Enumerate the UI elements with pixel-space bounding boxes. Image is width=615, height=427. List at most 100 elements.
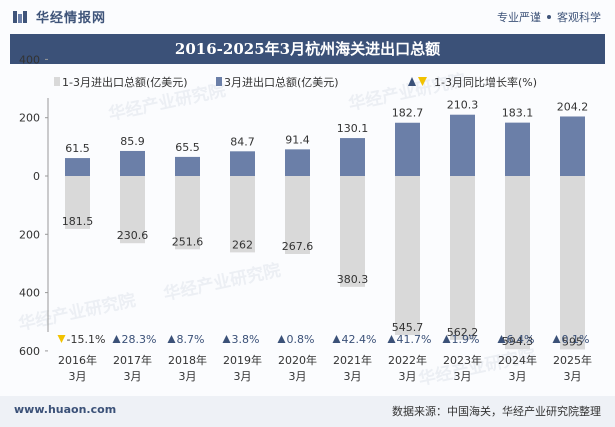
legend-up-triangle-icon xyxy=(408,77,416,86)
legend-label-growth-rate: 1-3月同比增长率(%) xyxy=(434,75,537,89)
legend-down-triangle-icon xyxy=(418,77,427,86)
x-category-year: 2018年 xyxy=(168,353,207,367)
growth-up-triangle-icon xyxy=(497,335,506,343)
growth-up-triangle-icon xyxy=(442,335,451,343)
bar-march-total xyxy=(450,114,475,176)
data-label-march-total: 130.1 xyxy=(337,122,369,135)
bar-q1-total xyxy=(120,176,145,244)
x-category-month: 3月 xyxy=(234,370,252,383)
chart-title-bar: 2016-2025年3月杭州海关进出口总额 xyxy=(10,34,605,64)
y-tick-label: 200 xyxy=(19,228,40,241)
bar-march-total xyxy=(560,116,585,176)
y-tick-label: 400 xyxy=(19,53,40,66)
data-label-q1-total: 595 xyxy=(562,335,583,348)
x-category-year: 2023年 xyxy=(443,353,482,367)
chart-svg: 华经产业研究院华经产业研究院华经产业研究院华经产业研究院华经产业研究院40020… xyxy=(17,53,592,390)
brand[interactable]: 华经情报网 xyxy=(12,7,106,26)
bar-q1-total xyxy=(340,176,365,287)
data-label-march-total: 182.7 xyxy=(392,107,424,120)
bar-q1-total xyxy=(285,176,310,255)
data-label-q1-total: 267.6 xyxy=(282,240,314,253)
x-category-month: 3月 xyxy=(69,370,87,383)
x-category-month: 3月 xyxy=(399,370,417,383)
bar-march-total xyxy=(120,150,145,176)
y-tick-label: 0 xyxy=(33,170,40,183)
data-label-march-total: 85.9 xyxy=(120,135,145,148)
x-category-month: 3月 xyxy=(564,370,582,383)
data-label-march-total: 204.2 xyxy=(557,100,589,113)
growth-down-triangle-icon xyxy=(57,335,66,343)
y-tick-label: 600 xyxy=(19,345,40,358)
data-label-march-total: 84.7 xyxy=(230,135,255,148)
x-category-month: 3月 xyxy=(179,370,197,383)
slogan-right: 客观科学 xyxy=(557,11,601,24)
data-label-march-total: 91.4 xyxy=(285,133,310,146)
x-category-year: 2025年 xyxy=(553,353,592,367)
growth-rate-label: 41.7% xyxy=(397,333,432,346)
data-label-q1-total: 262 xyxy=(232,238,253,251)
x-category-month: 3月 xyxy=(509,370,527,383)
brand-logo-icon xyxy=(13,10,27,23)
growth-up-triangle-icon xyxy=(167,335,176,343)
data-label-march-total: 65.5 xyxy=(175,141,200,154)
data-label-q1-total: 594.3 xyxy=(502,335,534,348)
bar-march-total xyxy=(340,138,365,176)
growth-up-triangle-icon xyxy=(112,335,121,343)
bar-march-total xyxy=(65,158,90,176)
legend-label-q1-total: 1-3月进出口总额(亿美元) xyxy=(62,75,188,89)
growth-rate-label: 8.7% xyxy=(177,333,205,346)
footer-source: 数据来源：中国海关，华经产业研究院整理 xyxy=(392,405,601,418)
growth-rate-label: 6.4% xyxy=(507,333,535,346)
x-category-year: 2022年 xyxy=(388,353,427,367)
bar-q1-total xyxy=(505,176,530,350)
x-category-month: 3月 xyxy=(454,370,472,383)
growth-rate-label: 0.1% xyxy=(562,333,590,346)
slogan-separator-dot xyxy=(547,15,551,19)
y-tick-label: 400 xyxy=(19,287,40,300)
legend-swatch-q1-total xyxy=(54,77,60,86)
x-category-year: 2016年 xyxy=(58,353,97,367)
data-label-march-total: 61.5 xyxy=(65,142,90,155)
bar-march-total xyxy=(285,149,310,176)
growth-up-triangle-icon xyxy=(277,335,286,343)
watermark-text: 华经产业研究院 xyxy=(417,345,538,390)
bar-march-total xyxy=(175,156,200,176)
bar-march-total xyxy=(395,122,420,176)
data-label-march-total: 183.1 xyxy=(502,107,534,120)
growth-rate-label: 3.8% xyxy=(232,333,260,346)
data-label-q1-total: 545.7 xyxy=(392,321,424,334)
footer: www.huaon.com 数据来源：中国海关，华经产业研究院整理 xyxy=(0,396,615,427)
growth-rate-label: 1.9% xyxy=(452,333,480,346)
x-category-year: 2021年 xyxy=(333,353,372,367)
bar-q1-total xyxy=(175,176,200,250)
watermark-text: 华经产业研究院 xyxy=(162,260,283,305)
growth-up-triangle-icon xyxy=(552,335,561,343)
data-label-q1-total: 380.3 xyxy=(337,273,369,286)
x-category-year: 2024年 xyxy=(498,353,537,367)
x-category-month: 3月 xyxy=(124,370,142,383)
legend-swatch-march-total xyxy=(216,77,222,86)
y-tick-label: 200 xyxy=(19,112,40,125)
bar-q1-total xyxy=(560,176,585,350)
data-label-q1-total: 562.2 xyxy=(447,326,479,339)
growth-up-triangle-icon xyxy=(387,335,396,343)
bar-q1-total xyxy=(450,176,475,340)
x-category-year: 2017年 xyxy=(113,353,152,367)
bar-q1-total xyxy=(230,176,255,253)
data-label-q1-total: 251.6 xyxy=(172,235,204,248)
brand-name: 华经情报网 xyxy=(36,11,107,26)
x-category-month: 3月 xyxy=(289,370,307,383)
chart-title: 2016-2025年3月杭州海关进出口总额 xyxy=(174,40,441,58)
top-bar: 华经情报网 专业严谨 客观科学 xyxy=(0,0,615,33)
data-label-q1-total: 181.5 xyxy=(62,215,94,228)
data-label-q1-total: 230.6 xyxy=(117,229,149,242)
growth-rate-label: 0.8% xyxy=(287,333,315,346)
growth-rate-label: 42.4% xyxy=(342,333,377,346)
bar-q1-total xyxy=(395,176,420,336)
footer-url-link[interactable]: www.huaon.com xyxy=(14,403,117,416)
growth-rate-label: -15.1% xyxy=(67,333,106,346)
slogan-tags: 专业严谨 客观科学 xyxy=(497,9,601,25)
slogan-left: 专业严谨 xyxy=(497,11,541,24)
x-category-month: 3月 xyxy=(344,370,362,383)
